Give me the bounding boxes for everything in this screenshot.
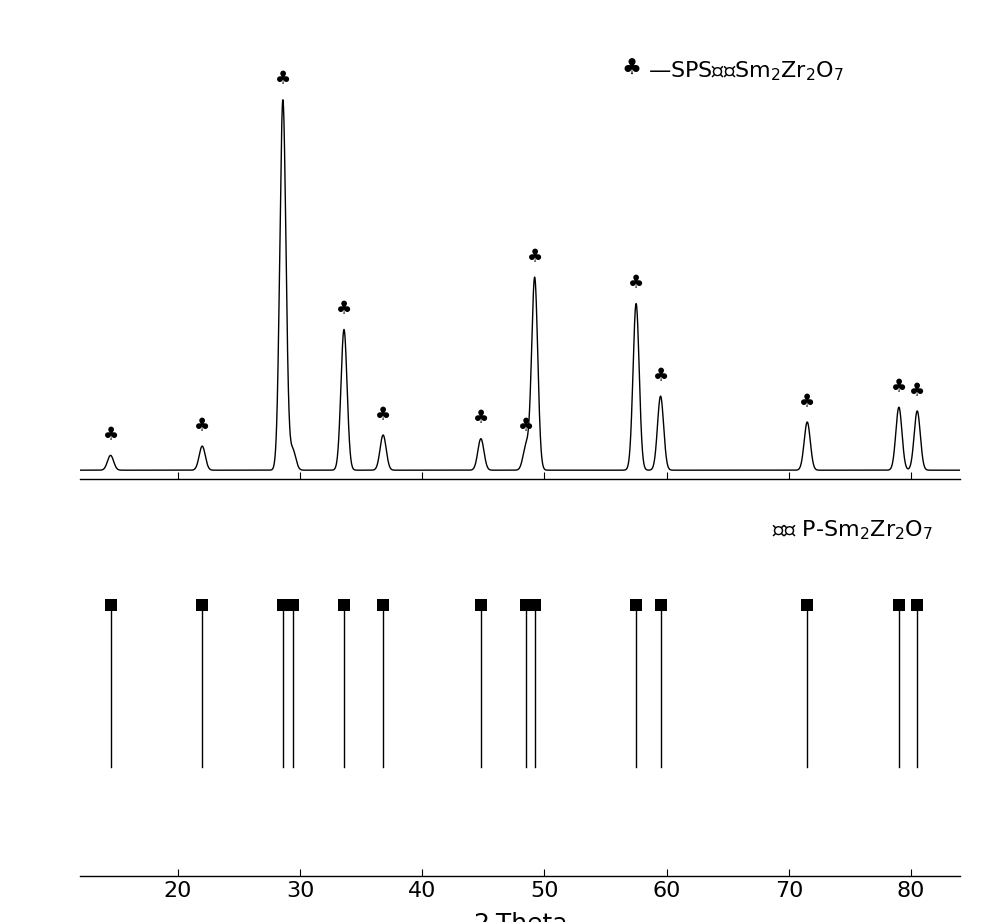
- Text: ♣: ♣: [275, 71, 291, 89]
- Text: ♣: ♣: [891, 378, 907, 396]
- Text: ♣: ♣: [652, 367, 669, 385]
- Text: ♣: ♣: [518, 417, 534, 435]
- Text: ♣: ♣: [194, 417, 210, 435]
- Text: ♣: ♣: [473, 409, 489, 428]
- Text: ♣: ♣: [799, 393, 815, 411]
- X-axis label: 2-Theta: 2-Theta: [473, 912, 567, 922]
- Text: ♣: ♣: [375, 406, 391, 424]
- Text: —SPS烧结Sm$_2$Zr$_2$O$_7$: —SPS烧结Sm$_2$Zr$_2$O$_7$: [648, 59, 844, 83]
- Text: ♣: ♣: [628, 275, 644, 292]
- Text: 标准 P-Sm$_2$Zr$_2$O$_7$: 标准 P-Sm$_2$Zr$_2$O$_7$: [772, 518, 934, 542]
- Text: ♣: ♣: [336, 301, 352, 318]
- Text: ♣: ♣: [102, 426, 119, 444]
- Text: ♣: ♣: [527, 249, 543, 266]
- Text: ♣: ♣: [909, 382, 925, 400]
- Text: ♣: ♣: [621, 59, 641, 79]
